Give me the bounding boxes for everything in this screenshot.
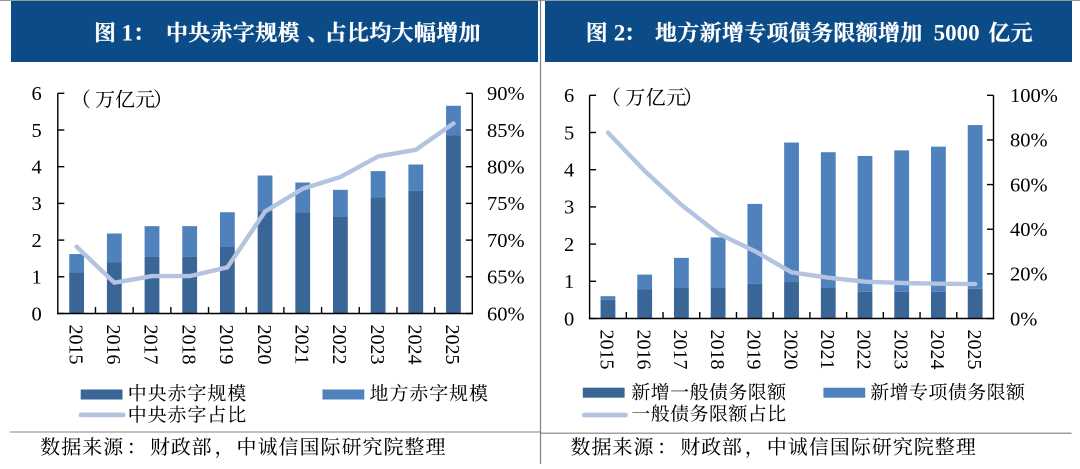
svg-text:75%: 75%	[487, 193, 525, 215]
svg-text:2017: 2017	[140, 325, 162, 365]
svg-text:5: 5	[564, 122, 574, 144]
svg-text:2015: 2015	[596, 330, 618, 370]
svg-text:2025: 2025	[963, 330, 985, 370]
svg-text:20%: 20%	[1010, 264, 1048, 286]
svg-text:3: 3	[32, 193, 42, 215]
svg-text:4: 4	[564, 160, 574, 182]
svg-text:85%: 85%	[487, 120, 525, 142]
svg-text:60%: 60%	[487, 303, 525, 325]
svg-text:2022: 2022	[853, 330, 875, 370]
svg-text:2020: 2020	[779, 330, 801, 370]
svg-text:40%: 40%	[1010, 219, 1048, 241]
svg-text:6: 6	[32, 83, 42, 105]
svg-text:2023: 2023	[366, 325, 388, 365]
svg-text:90%: 90%	[487, 83, 525, 105]
svg-text:0: 0	[564, 308, 574, 330]
svg-text:5000: 5000	[934, 20, 980, 45]
svg-text:2: 2	[32, 230, 42, 252]
svg-text:100%: 100%	[1010, 85, 1058, 107]
svg-text:2017: 2017	[669, 330, 691, 370]
svg-text:2019: 2019	[215, 325, 237, 365]
svg-text:6: 6	[564, 85, 574, 107]
svg-text:1: 1	[122, 20, 134, 45]
svg-text:2018: 2018	[177, 325, 199, 365]
svg-text:0: 0	[32, 303, 42, 325]
svg-text:2019: 2019	[743, 330, 765, 370]
svg-text:3: 3	[564, 197, 574, 219]
svg-text:80%: 80%	[487, 157, 525, 179]
svg-text:2023: 2023	[889, 330, 911, 370]
svg-text:2016: 2016	[632, 330, 654, 370]
svg-text:2024: 2024	[926, 330, 948, 370]
svg-text:2018: 2018	[706, 330, 728, 370]
svg-text:1: 1	[564, 271, 574, 293]
svg-text:2: 2	[614, 20, 626, 45]
svg-text:0%: 0%	[1010, 308, 1037, 330]
svg-text:2020: 2020	[253, 325, 275, 365]
svg-text:70%: 70%	[487, 230, 525, 252]
svg-text:2016: 2016	[102, 325, 124, 365]
svg-text:60%: 60%	[1010, 174, 1048, 196]
svg-text:65%: 65%	[487, 267, 525, 289]
svg-text:4: 4	[32, 157, 42, 179]
svg-text:2: 2	[564, 234, 574, 256]
svg-text:2021: 2021	[290, 325, 312, 365]
svg-text:2025: 2025	[441, 325, 463, 365]
svg-text:5: 5	[32, 120, 42, 142]
svg-text:2024: 2024	[403, 325, 425, 365]
svg-text:80%: 80%	[1010, 130, 1048, 152]
svg-text:2022: 2022	[328, 325, 350, 365]
svg-text:2021: 2021	[816, 330, 838, 370]
svg-text:2015: 2015	[64, 325, 86, 365]
svg-text:1: 1	[32, 267, 42, 289]
